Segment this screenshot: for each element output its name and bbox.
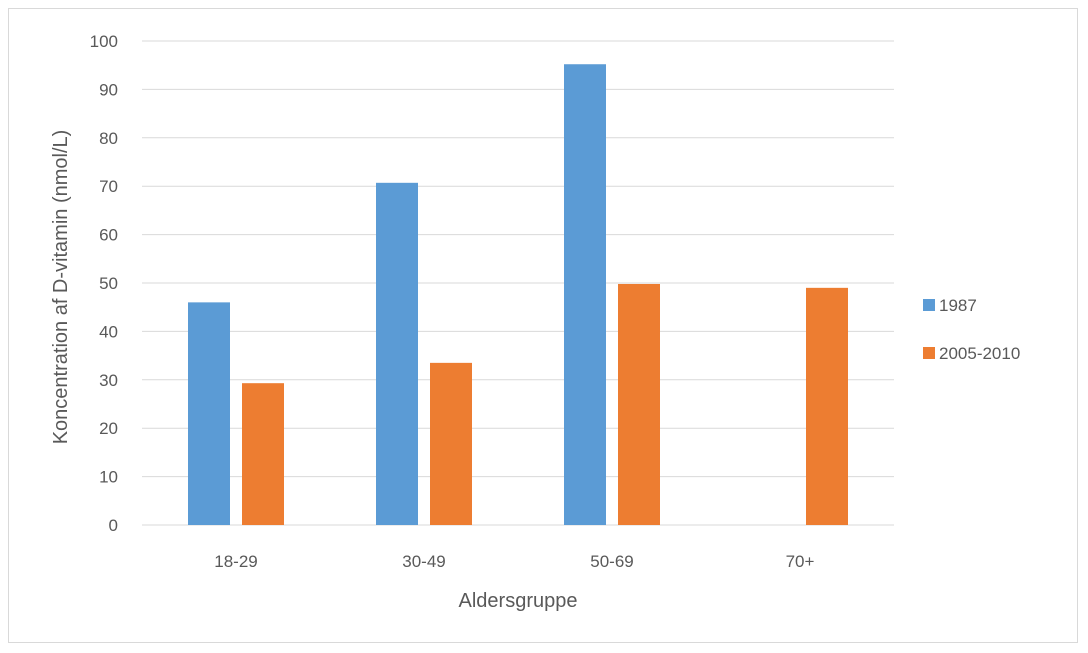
bar-1987-50-69	[564, 64, 606, 526]
bar-1987-18-29	[188, 302, 230, 525]
legend-label: 1987	[939, 296, 977, 315]
bars	[188, 64, 848, 526]
y-tick-label: 70	[99, 177, 118, 196]
y-tick-label: 30	[99, 371, 118, 390]
legend-label: 2005-2010	[939, 344, 1020, 363]
bar-2005-2010-30-49	[430, 362, 472, 525]
x-tick-label: 70+	[786, 552, 815, 571]
y-tick-label: 50	[99, 274, 118, 293]
bar-2005-2010-70+	[806, 287, 848, 525]
x-axis-ticks: 18-29 30-49 50-69 70+	[214, 552, 814, 571]
y-tick-label: 0	[109, 516, 118, 535]
y-tick-label: 40	[99, 322, 118, 341]
bar-1987-30-49	[376, 182, 418, 525]
y-tick-label: 20	[99, 419, 118, 438]
x-tick-label: 50-69	[590, 552, 633, 571]
y-axis-ticks: 0 10 20 30 40 50 60 70 80 90 100	[90, 32, 118, 535]
chart-frame	[8, 8, 1078, 643]
legend-swatch	[923, 347, 935, 359]
legend-swatch	[923, 299, 935, 311]
y-tick-label: 10	[99, 468, 118, 487]
legend: 1987 2005-2010	[923, 296, 1020, 363]
x-tick-label: 18-29	[214, 552, 257, 571]
x-tick-label: 30-49	[402, 552, 445, 571]
y-tick-label: 90	[99, 80, 118, 99]
bar-2005-2010-50-69	[618, 283, 660, 525]
y-axis-title: Koncentration af D-vitamin (nmol/L)	[50, 130, 72, 445]
x-axis-title: Aldersgruppe	[459, 590, 578, 612]
y-tick-label: 100	[90, 32, 118, 51]
y-tick-label: 80	[99, 129, 118, 148]
y-tick-label: 60	[99, 226, 118, 245]
bar-2005-2010-18-29	[242, 383, 284, 525]
